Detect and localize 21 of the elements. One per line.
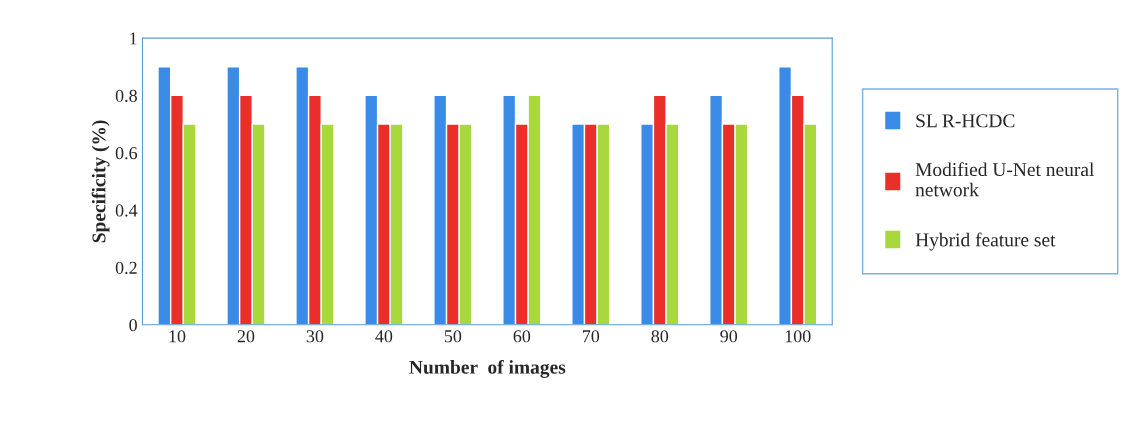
y-tick-label: 0.4	[115, 204, 138, 217]
x-tick-label: 50	[444, 330, 462, 343]
legend-label: Hybrid feature set	[915, 232, 1056, 251]
x-tick-label: 60	[513, 330, 531, 343]
x-tick-label: 80	[651, 330, 669, 343]
y-tick-label: 0	[129, 319, 137, 332]
x-tick-label: 90	[720, 330, 738, 343]
x-axis-title: Number of images	[409, 359, 566, 378]
x-tick-label: 20	[237, 330, 255, 343]
x-tick-label: 10	[169, 330, 186, 343]
legend-label: Modified U-Net neural network	[915, 162, 1094, 197]
y-tick-label: 0.2	[115, 261, 137, 274]
y-tick-label: 0.6	[115, 147, 138, 160]
x-tick-label: 30	[306, 330, 324, 343]
x-tick-label: 40	[375, 330, 393, 343]
y-tick-label: 0.8	[115, 89, 137, 102]
x-tick-label: 100	[785, 330, 811, 343]
y-tick-label: 1	[130, 32, 137, 45]
x-tick-label: 70	[582, 330, 600, 343]
y-axis-title: Specificity (%)	[91, 120, 110, 243]
legend-label: SL R-HCDC	[916, 114, 1015, 128]
